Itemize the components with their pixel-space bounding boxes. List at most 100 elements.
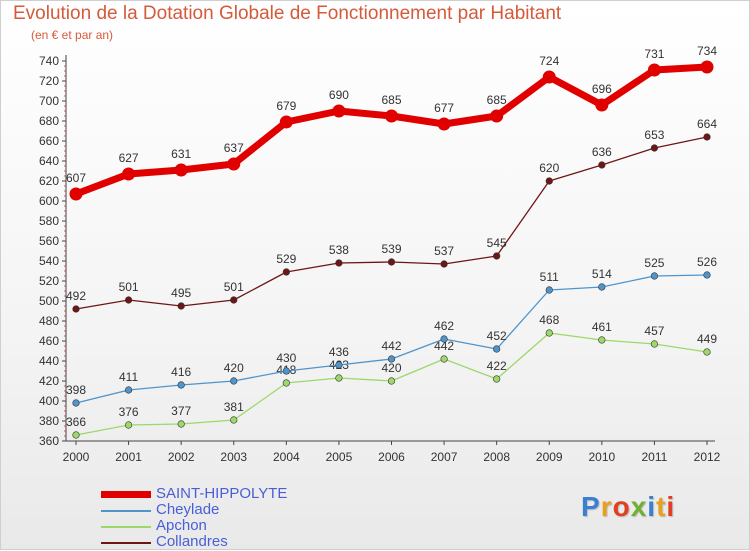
series-line: [74, 63, 708, 198]
chart-subtitle: (en € et par an): [31, 28, 114, 42]
data-point: [545, 177, 553, 185]
data-label: 501: [119, 280, 139, 294]
legend-swatch: [101, 510, 151, 512]
data-point: [493, 375, 501, 383]
x-tick-label: 2000: [63, 450, 90, 464]
x-tick-label: 2003: [220, 450, 247, 464]
x-tick-label: 2001: [115, 450, 142, 464]
data-point: [440, 335, 448, 343]
data-label: 411: [119, 370, 138, 384]
series-collandres: 492 501 495 501 529 538 539 537 545 620 636 653 664: [66, 117, 717, 313]
data-label: 537: [434, 244, 454, 258]
data-point: [177, 302, 185, 310]
data-point: [703, 348, 711, 356]
chart-title: Evolution de la Dotation Globale de Fonc…: [13, 3, 562, 24]
y-axis-ticks: 360 380 400 420 440 460 480 500 520 540 560 580 600 6…: [39, 54, 66, 448]
data-label: 620: [539, 161, 559, 175]
series-apchon: 366376377381418423420442422468461457449: [66, 313, 717, 439]
data-label: 685: [487, 93, 507, 107]
data-point: [122, 167, 136, 181]
data-label: 461: [592, 320, 612, 334]
data-label: 376: [119, 405, 139, 419]
data-label: 525: [644, 256, 664, 270]
data-label: 734: [697, 44, 717, 58]
data-point: [69, 187, 83, 201]
y-tick-label: 380: [39, 414, 59, 428]
data-label: 607: [66, 171, 86, 185]
data-point: [385, 109, 398, 123]
data-label: 422: [487, 359, 507, 373]
x-axis-ticks: 2000 2001 2002 2003 2004 2005 2006 2007 2008 2009…: [63, 441, 721, 464]
data-point: [387, 355, 396, 363]
x-tick-label: 2005: [326, 450, 353, 464]
y-tick-label: 720: [39, 74, 59, 88]
x-tick-label: 2011: [642, 450, 668, 464]
data-label: 449: [697, 332, 717, 346]
data-point: [279, 115, 293, 129]
data-point: [598, 336, 606, 344]
data-point: [598, 161, 606, 169]
data-label: 430: [276, 351, 296, 365]
data-label: 685: [381, 93, 401, 107]
y-tick-label: 680: [39, 114, 59, 128]
y-tick-label: 600: [39, 194, 59, 208]
data-label: 731: [644, 47, 664, 61]
data-label: 653: [644, 128, 664, 142]
data-point: [72, 399, 80, 407]
data-point: [650, 272, 659, 280]
data-label: 664: [697, 117, 717, 131]
data-point: [177, 381, 185, 389]
y-tick-label: 460: [39, 334, 59, 348]
x-tick-label: 2006: [378, 450, 405, 464]
data-label: 690: [329, 88, 349, 102]
data-label: 636: [592, 145, 612, 159]
data-point: [282, 379, 290, 387]
data-point: [542, 70, 556, 84]
data-point: [703, 271, 711, 279]
data-point: [72, 305, 80, 313]
x-tick-label: 2004: [273, 450, 300, 464]
data-label: 492: [66, 289, 86, 303]
data-point: [72, 431, 80, 439]
data-label: 677: [434, 101, 454, 115]
data-point: [174, 163, 188, 177]
series-saint-hippolyte: 607 627 631 637 679 690 685 677 685 724 696 731 734: [66, 44, 717, 201]
data-point: [598, 283, 606, 291]
proxiti-logo: Proxiti: [581, 491, 675, 523]
data-label: 539: [381, 242, 401, 256]
data-point: [647, 63, 661, 77]
y-tick-label: 480: [39, 314, 59, 328]
data-point: [387, 258, 396, 266]
legend-label: Collandres: [156, 533, 228, 550]
data-label: 631: [171, 147, 191, 161]
data-point: [335, 361, 343, 369]
logo-letter: r: [600, 491, 613, 522]
data-point: [650, 144, 659, 152]
data-point: [230, 416, 238, 424]
data-label: 696: [592, 82, 612, 96]
data-point: [124, 386, 133, 394]
data-point: [335, 259, 343, 267]
data-label: 442: [381, 339, 401, 353]
data-point: [490, 109, 504, 123]
legend-swatch: [101, 526, 151, 528]
data-point: [177, 420, 185, 428]
data-label: 420: [224, 361, 244, 375]
data-point: [440, 260, 448, 268]
data-point: [282, 268, 290, 276]
data-point: [493, 252, 501, 260]
y-tick-label: 540: [39, 254, 59, 268]
data-label: 452: [487, 329, 507, 343]
data-point: [282, 367, 290, 375]
data-point: [437, 117, 451, 131]
data-point: [124, 421, 133, 429]
data-point: [230, 296, 238, 304]
data-label: 366: [66, 415, 86, 429]
data-label: 627: [119, 151, 139, 165]
legend-label: SAINT-HIPPOLYTE: [156, 485, 288, 502]
x-tick-label: 2007: [431, 450, 458, 464]
data-label: 398: [66, 383, 86, 397]
data-point: [595, 98, 609, 112]
x-tick-label: 2002: [168, 450, 195, 464]
